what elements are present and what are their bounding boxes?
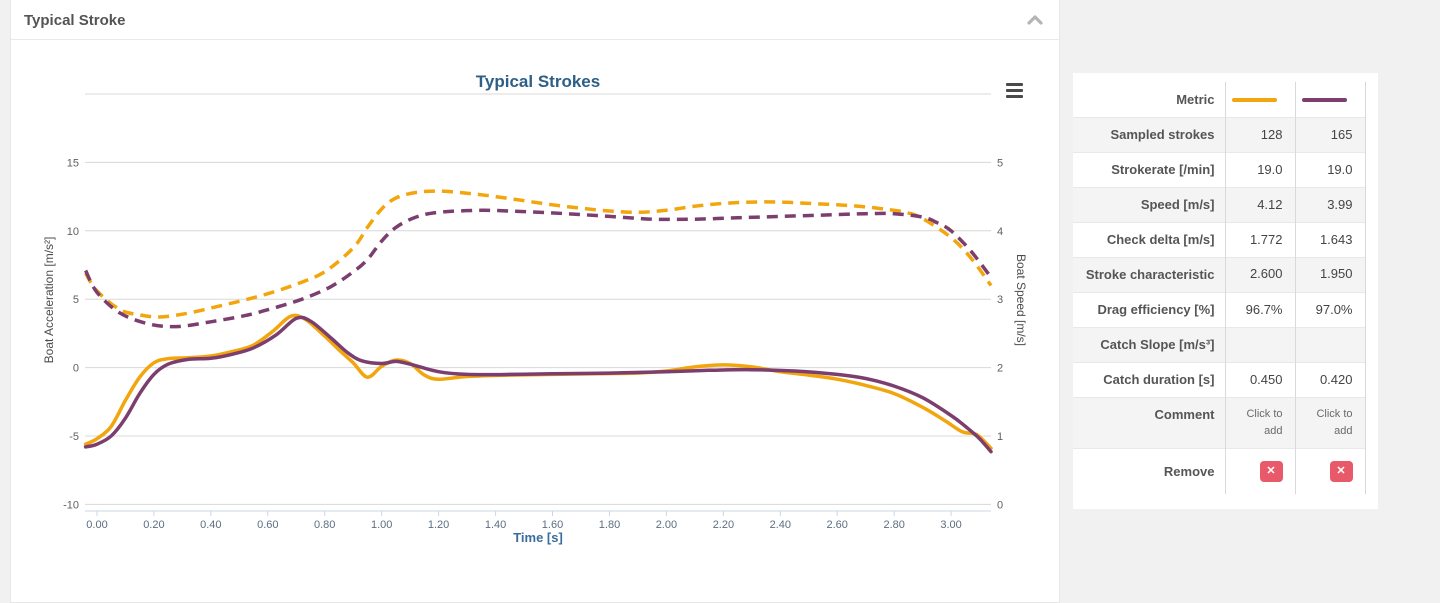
typical-stroke-panel: Typical Stroke 15 10 5 0 -5 -10 5 4 3 2 1 0 0.00 0.20… xyxy=(10,0,1060,603)
remove-stroke-button[interactable]: ✕ xyxy=(1259,460,1283,482)
x-axis-tick-label: 1.60 xyxy=(542,519,563,531)
metrics-table-card: Metric Sampled strokes 128 165 Strokerate [/… xyxy=(1073,73,1378,509)
metric-value xyxy=(1294,327,1366,362)
metric-value: 19.0 xyxy=(1224,152,1295,187)
table-row: Speed [m/s] 4.12 3.99 xyxy=(1073,187,1366,222)
x-axis-tick-label: 1.00 xyxy=(371,519,392,531)
table-row: Remove ✕ ✕ xyxy=(1073,448,1366,494)
series-color-swatch xyxy=(1224,82,1295,117)
metric-value: 3.99 xyxy=(1294,187,1366,222)
table-row: Catch Slope [m/s³] xyxy=(1073,327,1366,362)
table-row: Comment Click to add Click to add xyxy=(1073,397,1366,448)
x-axis-title: Time [s] xyxy=(513,530,563,545)
series-color-swatch xyxy=(1294,82,1366,117)
left-axis-tick-label: -5 xyxy=(69,431,79,443)
row-label: Sampled strokes xyxy=(1110,127,1215,142)
right-axis-tick-label: 0 xyxy=(997,499,1003,511)
table-row: Strokerate [/min] 19.0 19.0 xyxy=(1073,152,1366,187)
x-axis-tick-label: 0.80 xyxy=(314,519,335,531)
x-axis-tick-label: 1.40 xyxy=(485,519,506,531)
x-axis-tick-label: 2.20 xyxy=(713,519,734,531)
right-axis-tick-label: 5 xyxy=(997,157,1003,169)
right-axis-tick-label: 4 xyxy=(997,226,1003,238)
chart-gridlines xyxy=(85,93,991,505)
x-axis-tick-label: 0.40 xyxy=(200,519,221,531)
row-label: Comment xyxy=(1154,406,1215,422)
x-axis-tick-label: 0.00 xyxy=(86,519,107,531)
metric-value: 19.0 xyxy=(1294,152,1366,187)
row-label: Catch duration [s] xyxy=(1103,372,1215,387)
line-swatch-icon xyxy=(1231,98,1277,103)
right-axis-tick-label: 1 xyxy=(997,431,1003,443)
metric-value: 2.600 xyxy=(1224,257,1295,292)
row-label: Metric xyxy=(1176,91,1215,107)
metric-value: 165 xyxy=(1294,117,1366,152)
left-axis-tick-label: 5 xyxy=(73,294,79,306)
metric-value: 97.0% xyxy=(1294,292,1366,327)
x-axis-tick-label: 0.20 xyxy=(143,519,164,531)
right-axis-title: Boat Speed [m/s] xyxy=(1014,254,1028,346)
x-axis-tick-label: 2.40 xyxy=(770,519,791,531)
boat-acceleration-stroke-1-line xyxy=(83,313,993,451)
row-label: Catch Slope [m/s³] xyxy=(1100,337,1215,352)
metric-value: 96.7% xyxy=(1224,292,1295,327)
metric-value: 1.772 xyxy=(1224,222,1295,257)
x-axis-tick-label: 2.80 xyxy=(883,519,904,531)
chart-title: Typical Strokes xyxy=(476,72,600,91)
right-axis-tick-label: 3 xyxy=(997,294,1003,306)
row-label: Speed [m/s] xyxy=(1140,197,1215,212)
panel-header: Typical Stroke xyxy=(11,0,1059,40)
metric-value: 4.12 xyxy=(1224,187,1295,222)
table-row: Catch duration [s] 0.450 0.420 xyxy=(1073,362,1366,397)
boat-acceleration-stroke-2-line xyxy=(83,315,993,454)
chart-series-lines xyxy=(83,189,993,454)
x-axis-tick-label: 1.20 xyxy=(428,519,449,531)
table-row: Drag efficiency [%] 96.7% 97.0% xyxy=(1073,292,1366,327)
table-row: Sampled strokes 128 165 xyxy=(1073,117,1366,152)
stroke-metrics-table: Metric Sampled strokes 128 165 Strokerate [/… xyxy=(1073,82,1366,494)
comment-click-to-add[interactable]: Click to add xyxy=(1224,397,1295,448)
metric-value xyxy=(1224,327,1295,362)
left-axis-tick-label: 0 xyxy=(73,363,79,375)
x-axis-tick-label: 2.00 xyxy=(656,519,677,531)
table-row: Check delta [m/s] 1.772 1.643 xyxy=(1073,222,1366,257)
chart-container: 15 10 5 0 -5 -10 5 4 3 2 1 0 0.00 0.20 0.40 0.60 0.80 1.0… xyxy=(11,50,1059,565)
remove-cell: ✕ xyxy=(1294,448,1366,494)
metric-value: 0.450 xyxy=(1224,362,1295,397)
remove-stroke-button[interactable]: ✕ xyxy=(1329,460,1353,482)
table-row: Stroke characteristic 2.600 1.950 xyxy=(1073,257,1366,292)
row-label: Strokerate [/min] xyxy=(1111,162,1215,177)
left-axis-title: Boat Acceleration [m/s²] xyxy=(42,237,56,364)
table-row: Metric xyxy=(1073,82,1366,117)
left-axis-tick-label: 15 xyxy=(67,157,79,169)
metric-value: 0.420 xyxy=(1294,362,1366,397)
right-axis-tick-label: 2 xyxy=(997,363,1003,375)
chevron-up-icon[interactable] xyxy=(1027,13,1043,27)
x-axis-tick-label: 2.60 xyxy=(826,519,847,531)
comment-click-to-add[interactable]: Click to add xyxy=(1294,397,1366,448)
panel-title: Typical Stroke xyxy=(24,12,126,29)
line-swatch-icon xyxy=(1301,98,1347,103)
metric-value: 1.950 xyxy=(1294,257,1366,292)
x-axis-tick-label: 1.80 xyxy=(599,519,620,531)
row-label: Drag efficiency [%] xyxy=(1097,302,1215,317)
metric-value: 1.643 xyxy=(1294,222,1366,257)
x-axis-tick-label: 3.00 xyxy=(940,519,961,531)
row-label: Remove xyxy=(1163,463,1215,479)
left-axis-tick-label: -10 xyxy=(63,499,79,511)
row-label: Check delta [m/s] xyxy=(1106,232,1215,247)
boat-speed-stroke-2-line xyxy=(84,208,993,329)
remove-cell: ✕ xyxy=(1224,448,1295,494)
boat-speed-stroke-1-line xyxy=(84,189,993,319)
row-label: Stroke characteristic xyxy=(1085,266,1215,282)
metric-value: 128 xyxy=(1224,117,1295,152)
left-axis-tick-label: 10 xyxy=(67,226,79,238)
x-axis-tick-label: 0.60 xyxy=(257,519,278,531)
hamburger-menu-icon[interactable] xyxy=(1006,83,1026,98)
